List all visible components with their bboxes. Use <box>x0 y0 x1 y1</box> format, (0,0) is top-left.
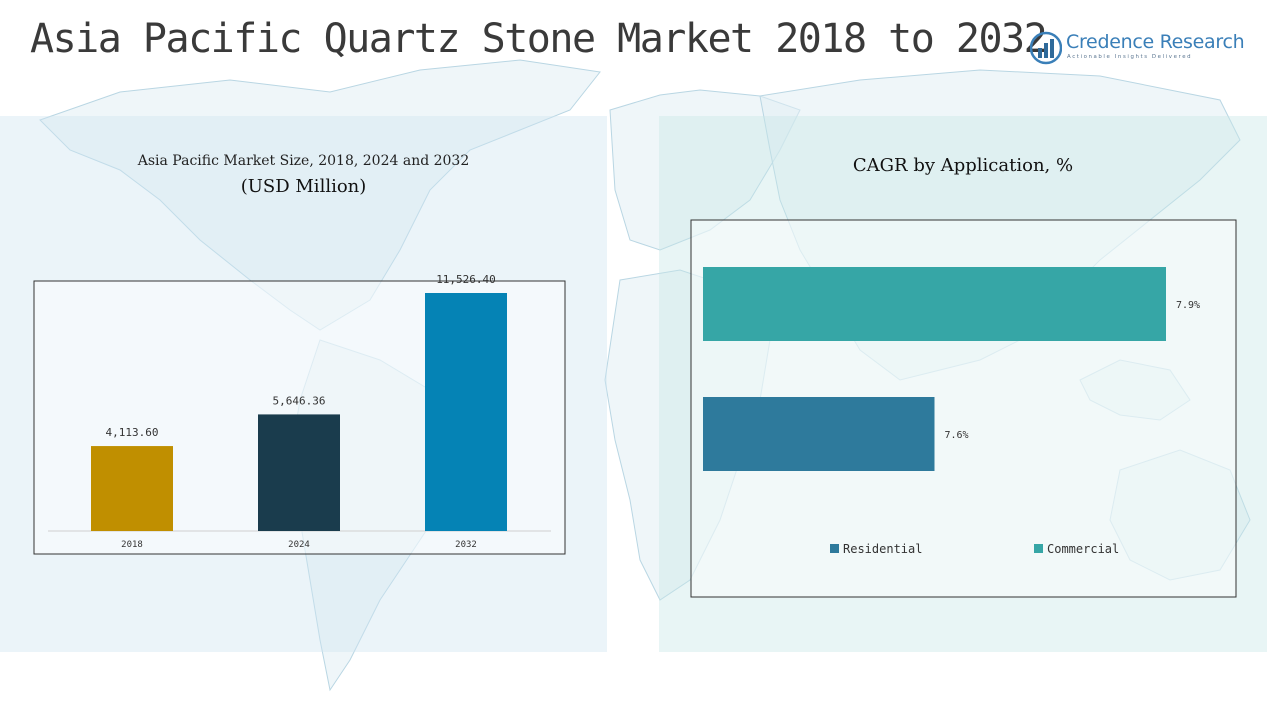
bar-chart-title: Asia Pacific Market Size, 2018, 2024 and… <box>137 153 470 169</box>
bar-value-label-2024: 5,646.36 <box>273 394 326 407</box>
hbar-commercial <box>703 267 1166 341</box>
bar-value-label-2032: 11,526.40 <box>436 273 496 286</box>
bar-value-label-2018: 4,113.60 <box>106 426 159 439</box>
bar-2032 <box>425 293 507 531</box>
hbar-value-label-commercial: 7.9% <box>1176 300 1200 311</box>
right-panel <box>659 116 1267 652</box>
credence-research-logo: Credence Research Actionable Insights De… <box>1030 31 1245 67</box>
hbar-residential <box>703 397 935 471</box>
x-tick-label-2018: 2018 <box>121 540 143 550</box>
logo-name: Credence Research <box>1066 31 1245 53</box>
legend-item-commercial: Commercial <box>1034 542 1119 556</box>
legend-swatch-commercial <box>1034 544 1043 553</box>
hbar-value-label-residential: 7.6% <box>945 430 969 441</box>
x-tick-label-2032: 2032 <box>455 540 477 550</box>
x-tick-label-2024: 2024 <box>288 540 310 550</box>
legend-label-commercial: Commercial <box>1047 542 1120 556</box>
bar-2018 <box>91 446 173 531</box>
logo-icon <box>1030 31 1062 65</box>
bar-2024 <box>258 414 340 531</box>
legend-label-residential: Residential <box>843 542 923 556</box>
legend-item-residential: Residential <box>830 542 922 556</box>
legend-swatch-residential <box>830 544 839 553</box>
logo-tagline: Actionable Insights Delivered <box>1067 54 1193 60</box>
bar-chart-subtitle: (USD Million) <box>240 176 367 197</box>
cagr-chart-title: CAGR by Application, % <box>852 155 1074 176</box>
page-title: Asia Pacific Quartz Stone Market 2018 to… <box>30 16 1048 62</box>
